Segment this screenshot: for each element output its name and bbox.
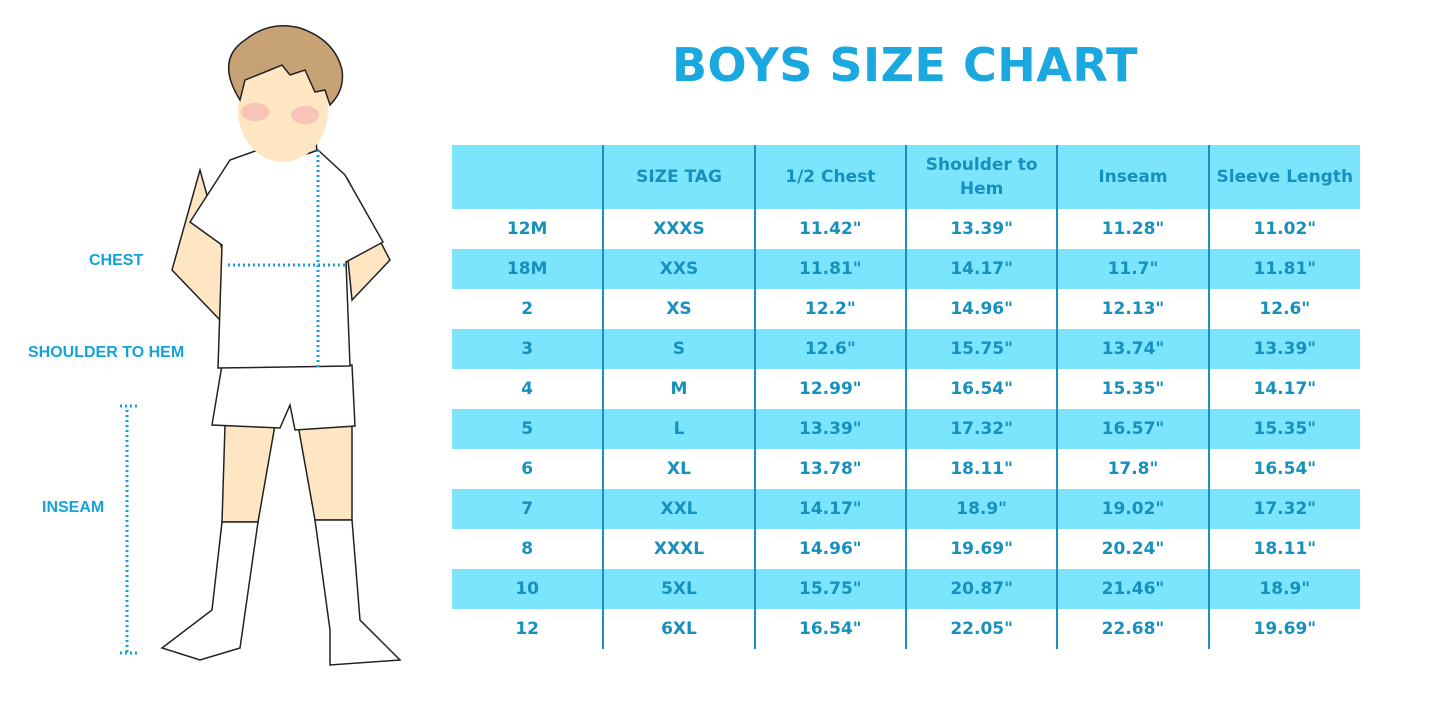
boy-illustration xyxy=(120,25,402,666)
table-cell: 12.6" xyxy=(1207,289,1360,329)
table-cell: 14.96" xyxy=(904,289,1058,329)
table-cell: 5XL xyxy=(602,569,755,609)
table-cell: XXL xyxy=(602,489,755,529)
table-cell: 13.39" xyxy=(753,409,906,449)
table-cell: 19.02" xyxy=(1056,489,1209,529)
table-cell: 11.81" xyxy=(1207,249,1360,289)
table-cell: XL xyxy=(602,449,755,489)
table-cell: 13.74" xyxy=(1056,329,1209,369)
chest-label: CHEST xyxy=(89,252,144,269)
column-header: Sleeve Length xyxy=(1207,145,1360,209)
table-cell: 20.87" xyxy=(904,569,1058,609)
column-header: Inseam xyxy=(1056,145,1209,209)
table-cell: 13.78" xyxy=(753,449,906,489)
table-cell: 12 xyxy=(515,619,539,639)
table-cell: XXS xyxy=(602,249,755,289)
table-cell: 18.11" xyxy=(1207,529,1360,569)
column-header: SIZE TAG xyxy=(602,145,755,209)
table-cell: L xyxy=(602,409,755,449)
page-title: BOYS SIZE CHART xyxy=(671,38,1139,92)
table-cell: 16.54" xyxy=(1207,449,1360,489)
table-cell: 11.02" xyxy=(1207,209,1360,249)
table-cell: 12.6" xyxy=(753,329,906,369)
table-cell: 11.7" xyxy=(1056,249,1209,289)
table-row: 18M XXS 11.81" 14.17" 11.7" 11.81" xyxy=(452,249,1360,289)
table-cell: 15.35" xyxy=(1207,409,1360,449)
table-cell: 8 xyxy=(521,539,534,559)
table-cell: 12.99" xyxy=(753,369,906,409)
table-row: 7 XXL 14.17" 18.9" 19.02" 17.32" xyxy=(452,489,1360,529)
table-cell: 15.75" xyxy=(753,569,906,609)
table-row: 12 6XL 16.54" 22.05" 22.68" 19.69" xyxy=(452,609,1360,649)
table-cell: 14.17" xyxy=(1207,369,1360,409)
table-cell: 12.2" xyxy=(753,289,906,329)
table-cell: 10 xyxy=(452,569,604,609)
table-row: 2 XS 12.2" 14.96" 12.13" 12.6" xyxy=(452,289,1360,329)
table-cell: 18.9" xyxy=(1207,569,1360,609)
column-header: Shoulder to Hem xyxy=(904,145,1058,209)
table-cell: 2 xyxy=(521,299,534,319)
table-cell: 18M xyxy=(452,249,604,289)
table-cell: 20.24" xyxy=(1056,529,1209,569)
column-header: 1/2 Chest xyxy=(753,145,906,209)
table-cell: 13.39" xyxy=(1207,329,1360,369)
table-cell: 18.11" xyxy=(904,449,1058,489)
table-cell: M xyxy=(602,369,755,409)
table-cell: 14.17" xyxy=(753,489,906,529)
table-cell: 16.54" xyxy=(904,369,1058,409)
table-cell: 15.35" xyxy=(1056,369,1209,409)
table-cell: 15.75" xyxy=(904,329,1058,369)
table-cell: 22.68" xyxy=(1056,609,1209,649)
table-cell: 4 xyxy=(521,379,534,399)
table-cell: 6 xyxy=(521,459,534,479)
table-cell: 17.32" xyxy=(1207,489,1360,529)
table-cell: 17.8" xyxy=(1056,449,1209,489)
table-cell: 22.05" xyxy=(904,609,1058,649)
table-cell: 17.32" xyxy=(904,409,1058,449)
table-cell: 13.39" xyxy=(904,209,1058,249)
table-cell: XXXS xyxy=(602,209,755,249)
table-row: 8 XXXL 14.96" 19.69" 20.24" 18.11" xyxy=(452,529,1360,569)
size-table: SIZE TAG 1/2 Chest Shoulder to Hem Inseam Sl… xyxy=(452,145,1360,649)
column-header xyxy=(452,145,604,209)
table-row: 12M XXXS 11.42" 13.39" 11.28" 11.02" xyxy=(452,209,1360,249)
inseam-label: INSEAM xyxy=(42,499,105,516)
table-cell: 18.9" xyxy=(904,489,1058,529)
table-row: 5 L 13.39" 17.32" 16.57" 15.35" xyxy=(452,409,1360,449)
table-cell: 7 xyxy=(452,489,604,529)
shoulder-to-hem-label: SHOULDER TO HEM xyxy=(28,344,185,361)
table-cell: 6XL xyxy=(602,609,755,649)
table-cell: XXXL xyxy=(602,529,755,569)
table-cell: XS xyxy=(602,289,755,329)
table-cell: S xyxy=(602,329,755,369)
table-cell: 11.28" xyxy=(1056,209,1209,249)
table-cell: 16.54" xyxy=(753,609,906,649)
table-row: 6 XL 13.78" 18.11" 17.8" 16.54" xyxy=(452,449,1360,489)
table-header-row: SIZE TAG 1/2 Chest Shoulder to Hem Inseam Sl… xyxy=(452,145,1360,209)
table-cell: 5 xyxy=(452,409,604,449)
table-cell: 16.57" xyxy=(1056,409,1209,449)
table-row: 4 M 12.99" 16.54" 15.35" 14.17" xyxy=(452,369,1360,409)
table-cell: 19.69" xyxy=(1207,609,1360,649)
table-cell: 14.96" xyxy=(753,529,906,569)
table-cell: 11.42" xyxy=(753,209,906,249)
table-cell: 3 xyxy=(452,329,604,369)
table-cell: 11.81" xyxy=(753,249,906,289)
table-cell: 12M xyxy=(506,219,548,239)
table-cell: 21.46" xyxy=(1056,569,1209,609)
table-cell: 14.17" xyxy=(904,249,1058,289)
table-row: 10 5XL 15.75" 20.87" 21.46" 18.9" xyxy=(452,569,1360,609)
table-cell: 19.69" xyxy=(904,529,1058,569)
table-row: 3 S 12.6" 15.75" 13.74" 13.39" xyxy=(452,329,1360,369)
table-cell: 12.13" xyxy=(1056,289,1209,329)
